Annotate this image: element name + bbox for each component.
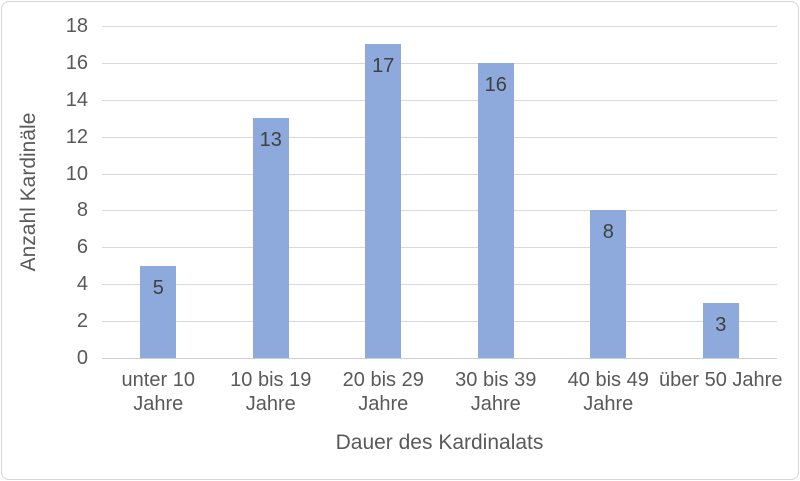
y-axis-title: Anzahl Kardinäle bbox=[17, 112, 40, 272]
x-tick-label: 30 bis 39 Jahre bbox=[455, 369, 537, 415]
gridline bbox=[102, 210, 777, 212]
y-tick-label: 6 bbox=[76, 236, 88, 259]
gridline bbox=[102, 284, 777, 286]
gridline bbox=[102, 321, 777, 323]
bar-value-label: 8 bbox=[602, 221, 614, 244]
bar-value-label: 3 bbox=[715, 313, 727, 336]
bar: 16 bbox=[477, 62, 514, 358]
y-tick-label: 18 bbox=[65, 15, 88, 37]
y-tick-label: 10 bbox=[65, 162, 88, 185]
bar-value-label: 17 bbox=[372, 55, 395, 78]
x-axis-line bbox=[102, 358, 777, 359]
bar: 17 bbox=[365, 44, 402, 358]
gridline bbox=[102, 62, 777, 64]
gridline bbox=[102, 136, 777, 138]
bar: 8 bbox=[590, 210, 627, 358]
bar: 5 bbox=[140, 265, 177, 358]
bar: 13 bbox=[252, 118, 289, 358]
y-tick-label: 0 bbox=[76, 347, 88, 369]
bar-value-label: 13 bbox=[259, 129, 282, 152]
x-tick-label: unter 10 Jahre bbox=[121, 369, 195, 415]
bar: 3 bbox=[702, 302, 739, 358]
bar-value-label: 16 bbox=[484, 73, 507, 96]
gridline bbox=[102, 26, 777, 27]
gridline bbox=[102, 247, 777, 249]
x-tick-label: 10 bis 19 Jahre bbox=[230, 369, 312, 415]
y-tick-label: 8 bbox=[76, 199, 88, 222]
x-axis-title: Dauer des Kardinalats bbox=[335, 431, 544, 454]
x-tick-label: 20 bis 29 Jahre bbox=[342, 369, 424, 415]
gridline bbox=[102, 173, 777, 175]
bar-value-label: 5 bbox=[152, 276, 164, 299]
y-tick-label: 16 bbox=[65, 51, 88, 74]
y-tick-label: 4 bbox=[76, 273, 88, 296]
y-tick-label: 14 bbox=[65, 88, 88, 111]
y-tick-label: 12 bbox=[65, 125, 88, 148]
gridline bbox=[102, 99, 777, 101]
x-tick-label: 40 bis 49 Jahre bbox=[567, 369, 649, 415]
x-tick-label: über 50 Jahre bbox=[659, 369, 783, 391]
y-tick-label: 2 bbox=[76, 310, 88, 333]
